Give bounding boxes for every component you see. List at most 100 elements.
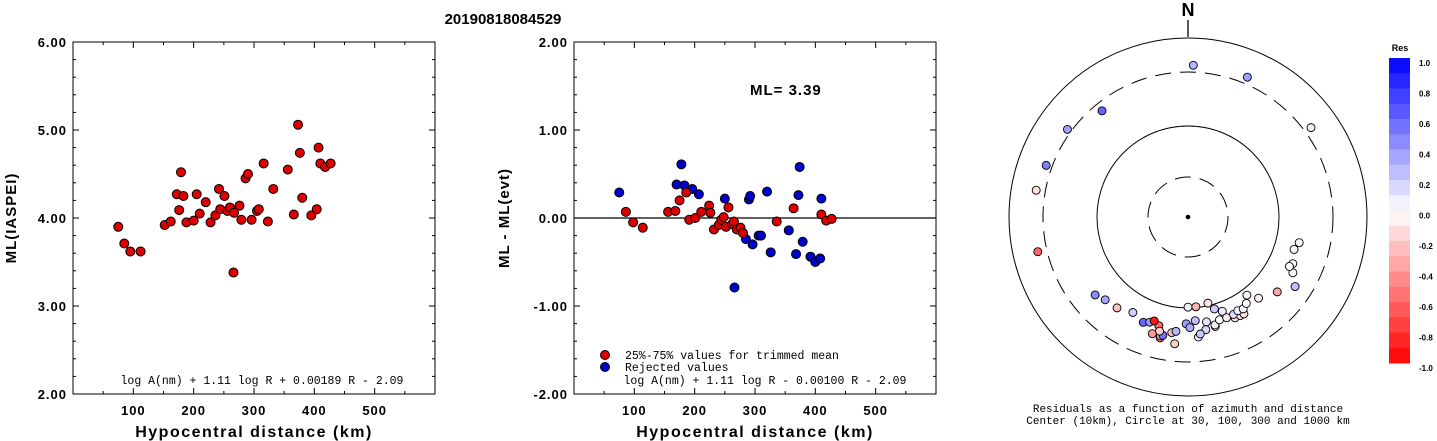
colorbar-segment (1389, 134, 1410, 150)
data-point (214, 183, 225, 194)
ring-300km (1042, 71, 1334, 363)
data-point (228, 267, 239, 278)
data-point (313, 142, 324, 153)
y-tick-label: -1.00 (533, 299, 568, 314)
data-point (253, 204, 264, 215)
colorbar-title: Res (1392, 43, 1409, 53)
data-point (1188, 60, 1198, 70)
data-point (1041, 160, 1051, 170)
data-point (1112, 303, 1122, 313)
data-point (1155, 326, 1164, 336)
data-point (1242, 290, 1252, 300)
data-point (826, 213, 837, 224)
colorbar-segment (1389, 195, 1410, 211)
colorbar-label: -0.2 (1419, 242, 1433, 251)
data-point (1290, 282, 1300, 292)
colorbar-label: 0.2 (1419, 181, 1431, 190)
colorbar-segment (1389, 271, 1410, 288)
data-point (200, 197, 211, 208)
data-point (1149, 316, 1159, 326)
data-point (258, 158, 269, 169)
y-tick-label: 0.00 (539, 211, 568, 226)
data-point (325, 158, 336, 169)
data-point (756, 230, 767, 241)
data-point (765, 247, 776, 258)
data-point (119, 238, 130, 249)
colorbar-segment (1389, 241, 1410, 257)
data-point (794, 161, 805, 172)
data-point (737, 227, 748, 238)
legend-label-trimmed: 25%-75% values for trimmed mean (625, 350, 839, 363)
data-point (1203, 298, 1213, 308)
center-dot (1185, 214, 1191, 220)
y-ticks: 2.00 3.00 4.00 5.00 6.00 (38, 35, 435, 402)
panel-magnitude-vs-distance: 2.00 3.00 4.00 5.00 6.00 100 200 300 400 500 log… (3, 35, 436, 441)
data-point (745, 191, 756, 201)
y-tick-label: 2.00 (539, 35, 568, 50)
colorbar-label: -0.6 (1419, 303, 1433, 312)
data-point (125, 246, 136, 257)
data-point (762, 186, 773, 197)
data-point (135, 246, 146, 257)
data-point (729, 282, 740, 293)
y-tick-label: 4.00 (38, 211, 67, 226)
colorbar-segment (1389, 164, 1410, 181)
colorbar-label: 1.0 (1419, 59, 1431, 68)
colorbar-segment (1389, 347, 1410, 364)
data-point (1097, 106, 1107, 116)
colorbar-segment (1389, 225, 1410, 242)
colorbar-segment (1389, 180, 1410, 196)
y-axis-label: ML - ML(evt) (496, 168, 513, 268)
x-tick-label: 100 (622, 403, 647, 418)
data-point (1284, 262, 1294, 271)
data-point (788, 203, 799, 214)
colorbar-label: -1.0 (1419, 364, 1433, 373)
ring-30km (1147, 176, 1229, 258)
north-label: N (1182, 0, 1195, 20)
colorbar-segment (1389, 73, 1410, 89)
x-tick-label: 200 (181, 403, 206, 418)
data-point (1202, 317, 1211, 327)
data-point (1294, 238, 1304, 248)
colorbar: 1.0 0.8 0.6 0.4 0.2 0.0 -0.2 -0.4 -0.6 -0.8 -1.0 (1389, 58, 1433, 373)
x-tick-label: 100 (121, 403, 146, 418)
x-axis-label: Hypocentral distance (km) (135, 424, 373, 441)
x-tick-label: 400 (803, 403, 828, 418)
data-point (1190, 316, 1200, 326)
data-point (705, 207, 716, 218)
data-point (815, 253, 826, 264)
data-point (676, 159, 687, 170)
y-tick-label: -2.00 (533, 387, 568, 402)
data-point (1195, 329, 1205, 339)
data-point (174, 205, 185, 216)
data-point (1170, 339, 1180, 349)
data-point (670, 205, 681, 216)
data-point (205, 217, 216, 228)
x-tick-label: 300 (743, 403, 768, 418)
colorbar-segment (1389, 88, 1410, 105)
x-axis-label: Hypocentral distance (km) (636, 424, 874, 441)
data-point (1214, 315, 1224, 325)
data-point (1191, 302, 1201, 312)
data-points (1031, 60, 1316, 349)
colorbar-segment (1389, 149, 1410, 166)
data-point (229, 207, 240, 218)
y-tick-label: 5.00 (38, 123, 67, 138)
data-point (306, 210, 317, 221)
colorbar-segment (1389, 317, 1410, 333)
data-point (816, 193, 827, 204)
colorbar-segment (1389, 302, 1410, 318)
data-point (637, 222, 648, 233)
data-point (282, 164, 293, 175)
caption-line-2: Center (10km), Circle at 30, 100, 300 an… (1026, 416, 1350, 428)
data-point (165, 216, 176, 227)
data-point (674, 195, 685, 206)
colorbar-segment (1389, 58, 1410, 74)
data-point (246, 214, 257, 225)
data-point (723, 202, 734, 213)
data-point (693, 189, 704, 200)
ml-annotation: ML= 3.39 (750, 82, 822, 99)
data-point (236, 214, 247, 225)
data-point (113, 221, 124, 232)
y-tick-label: 6.00 (38, 35, 67, 50)
